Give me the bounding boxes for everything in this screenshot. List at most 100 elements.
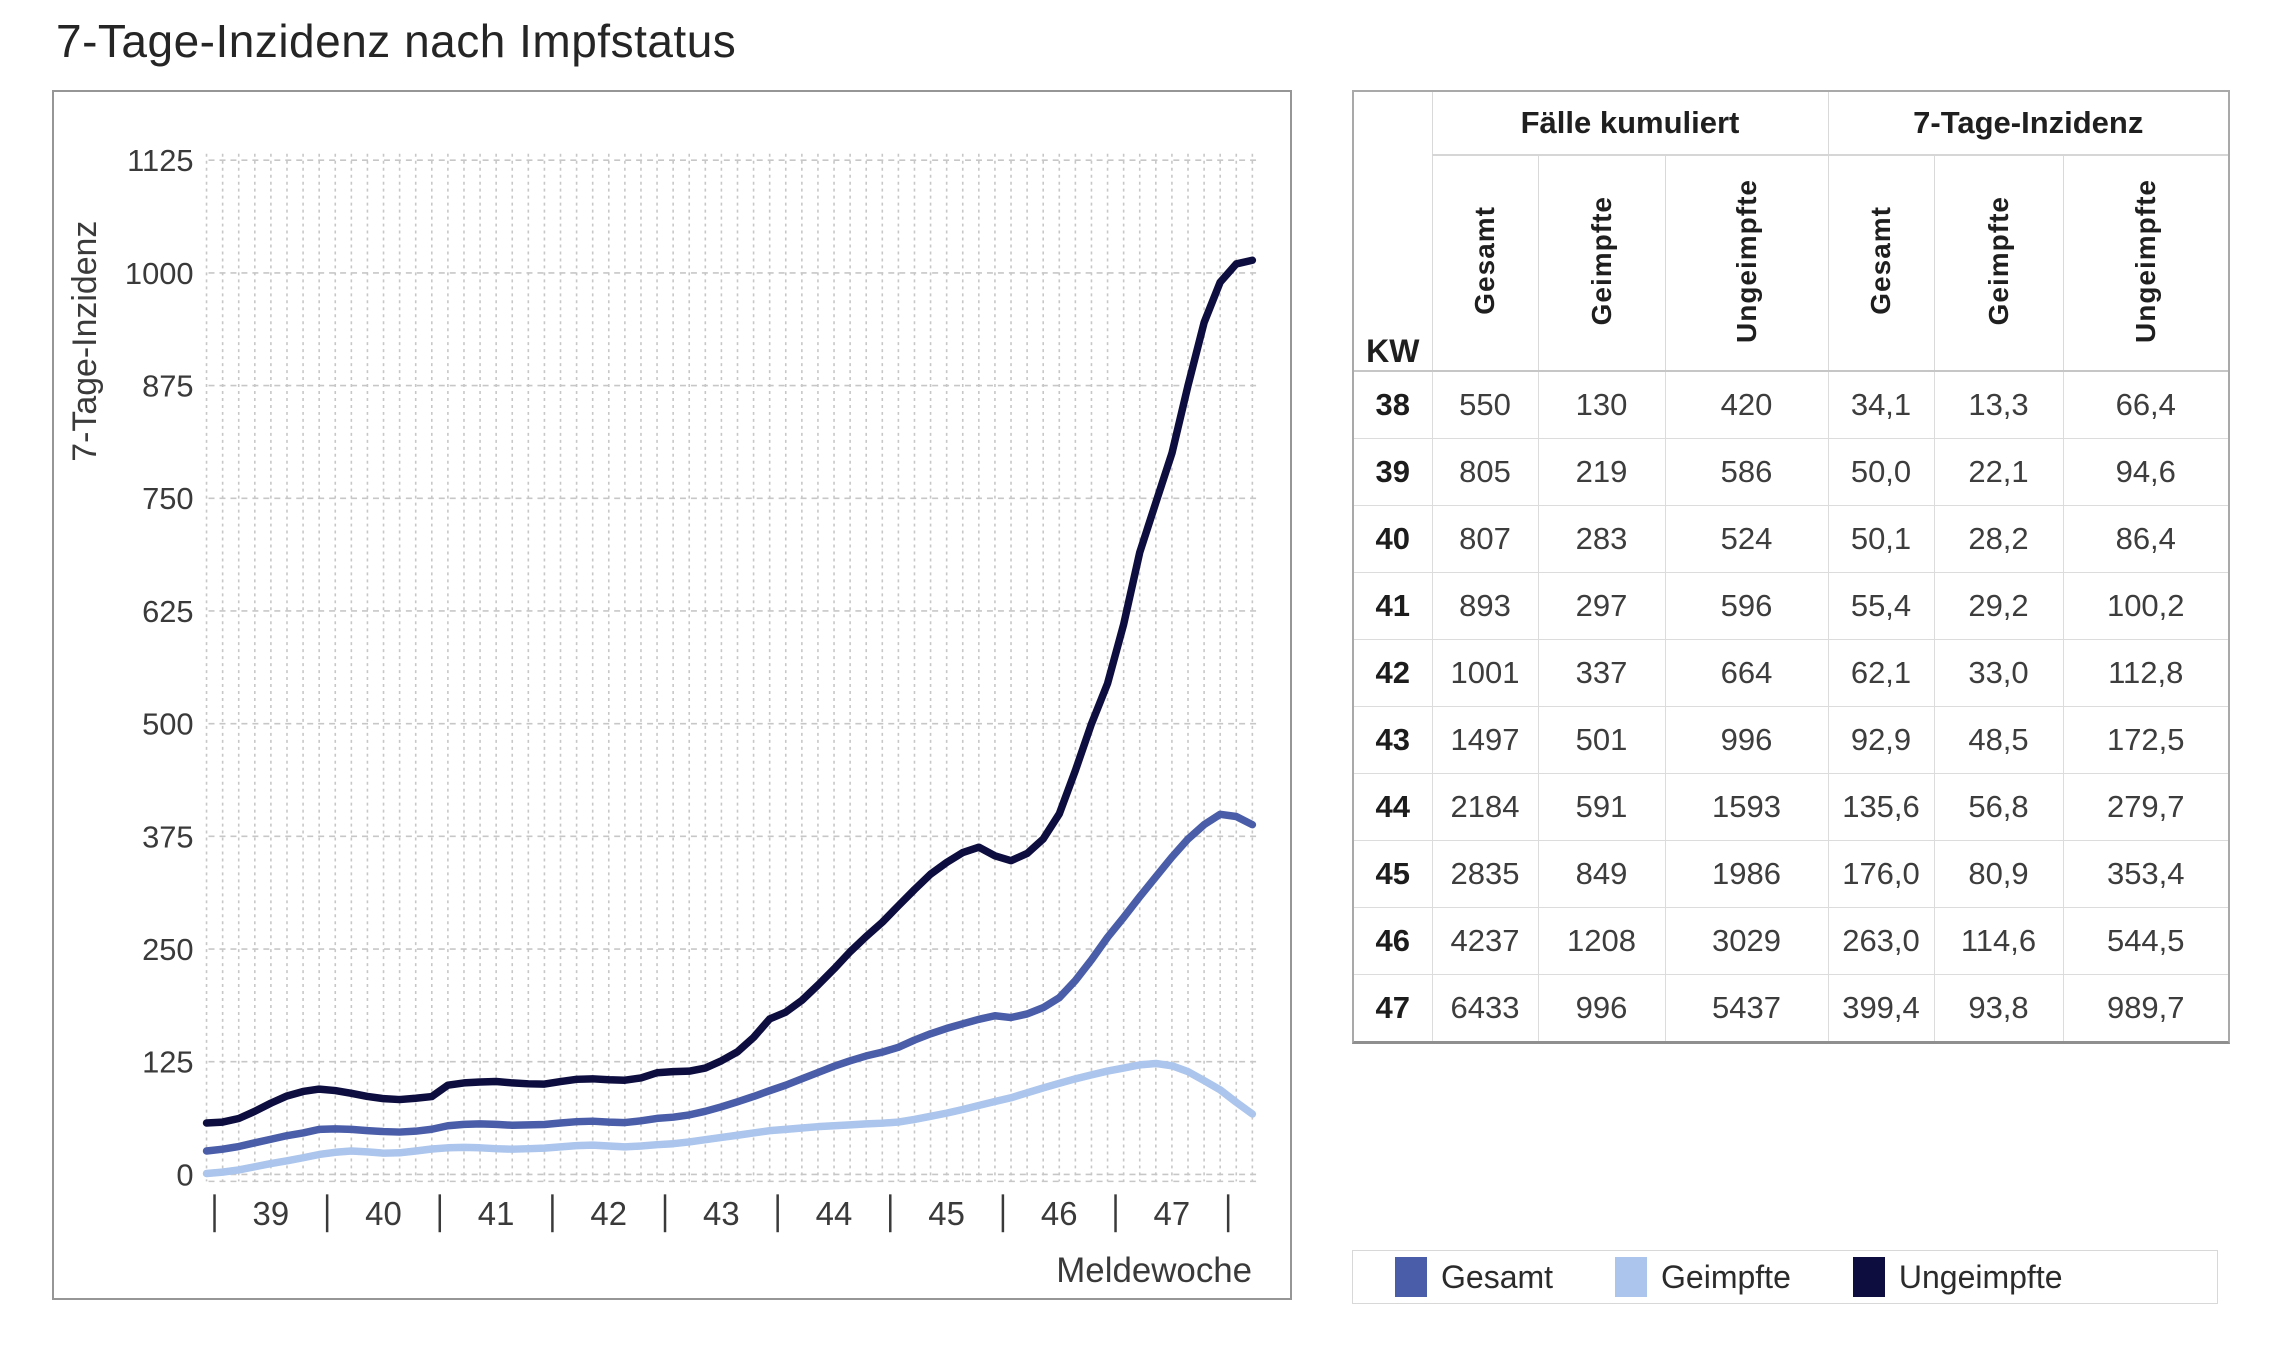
incidence-value-cell: 55,4 (1827, 571, 1934, 639)
cumulative-value-cell: 664 (1664, 638, 1828, 706)
x-tick-label: 44 (816, 1195, 853, 1232)
incidence-value-cell: 50,0 (1827, 437, 1934, 505)
incidence-value-cell: 92,9 (1827, 705, 1934, 773)
cumulative-value-cell: 1497 (1431, 705, 1538, 773)
sub-header-cum-geimpfte: Geimpfte (1537, 155, 1665, 372)
incidence-value-cell: 94,6 (2062, 437, 2228, 505)
y-tick-label: 1000 (125, 256, 194, 291)
table-group-header-row: KW Fälle kumuliert 7-Tage-Inzidenz (1354, 92, 2228, 372)
table-body: 38 550 130 420 34,1 13,3 66,4 39 805 219 586 50,0 22… (1354, 370, 2228, 1041)
incidence-value-cell: 263,0 (1827, 906, 1934, 974)
kw-column-header: KW (1354, 92, 1432, 372)
legend-item-geimpfte: Geimpfte (1615, 1257, 1791, 1297)
y-tick-label: 375 (142, 819, 194, 854)
x-tick-label: 43 (703, 1195, 740, 1232)
incidence-value-cell: 112,8 (2062, 638, 2228, 706)
table-row: 47 6433 996 5437 399,4 93,8 989,7 (1354, 973, 2228, 1041)
sub-header-cum-ungeimpfte: Ungeimpfte (1664, 155, 1828, 372)
sub-header-inc-geimpfte: Geimpfte (1933, 155, 2063, 372)
incidence-value-cell: 135,6 (1827, 772, 1934, 840)
incidence-value-cell: 279,7 (2062, 772, 2228, 840)
incidence-value-cell: 353,4 (2062, 839, 2228, 907)
table-row: 46 4237 1208 3029 263,0 114,6 544,5 (1354, 906, 2228, 974)
cumulative-value-cell: 5437 (1664, 973, 1828, 1041)
incidence-value-cell: 544,5 (2062, 906, 2228, 974)
cumulative-value-cell: 219 (1537, 437, 1665, 505)
cumulative-value-cell: 501 (1537, 705, 1665, 773)
incidence-value-cell: 172,5 (2062, 705, 2228, 773)
table-sub-header-row: Gesamt Geimpfte Ungeimpfte Gesamt Geimpf… (1354, 155, 2228, 372)
table-row: 42 1001 337 664 62,1 33,0 112,8 (1354, 638, 2228, 706)
legend-label: Geimpfte (1661, 1258, 1791, 1295)
legend-item-ungeimpfte: Ungeimpfte (1852, 1257, 2063, 1297)
legend-label: Gesamt (1441, 1258, 1554, 1295)
legend-swatch-icon (1395, 1257, 1427, 1297)
table-row: 40 807 283 524 50,1 28,2 86,4 (1354, 504, 2228, 572)
y-tick-label: 125 (142, 1045, 194, 1080)
cumulative-value-cell: 996 (1664, 705, 1828, 773)
cumulative-value-cell: 130 (1537, 370, 1665, 438)
kw-cell: 41 (1354, 571, 1432, 639)
x-tick-label: 41 (478, 1195, 515, 1232)
incidence-value-cell: 13,3 (1933, 370, 2063, 438)
cumulative-value-cell: 1986 (1664, 839, 1828, 907)
incidence-value-cell: 66,4 (2062, 370, 2228, 438)
kw-cell: 44 (1354, 772, 1432, 840)
cumulative-value-cell: 586 (1664, 437, 1828, 505)
cumulative-value-cell: 591 (1537, 772, 1665, 840)
cumulative-value-cell: 6433 (1431, 973, 1538, 1041)
legend-item-gesamt: Gesamt (1395, 1257, 1553, 1297)
y-tick-label: 625 (142, 594, 194, 629)
incidence-value-cell: 56,8 (1933, 772, 2063, 840)
incidence-value-cell: 93,8 (1933, 973, 2063, 1041)
data-table-panel: KW Fälle kumuliert 7-Tage-Inzidenz Gesam… (1352, 90, 2230, 1044)
cumulative-value-cell: 4237 (1431, 906, 1538, 974)
legend-swatch-icon (1615, 1257, 1648, 1297)
x-tick-label: 42 (590, 1195, 627, 1232)
cumulative-value-cell: 420 (1664, 370, 1828, 438)
series-line-ungeimpfte (202, 256, 1257, 1127)
legend-swatch-icon (1852, 1257, 1885, 1297)
kw-cell: 43 (1354, 705, 1432, 773)
chart-legend: Gesamt Geimpfte Ungeimpfte (1352, 1250, 2218, 1304)
x-tick-label: 47 (1154, 1195, 1191, 1232)
page-title: 7-Tage-Inzidenz nach Impfstatus (56, 15, 737, 67)
incidence-value-cell: 28,2 (1933, 504, 2063, 572)
cumulative-value-cell: 893 (1431, 571, 1538, 639)
cumulative-value-cell: 550 (1431, 370, 1538, 438)
x-tick-label: 46 (1041, 1195, 1078, 1232)
incidence-value-cell: 62,1 (1827, 638, 1934, 706)
sub-header-cum-gesamt: Gesamt (1431, 155, 1538, 372)
incidence-value-cell: 34,1 (1827, 370, 1934, 438)
y-tick-label: 500 (142, 707, 194, 742)
cumulative-value-cell: 596 (1664, 571, 1828, 639)
table-row: 43 1497 501 996 92,9 48,5 172,5 (1354, 705, 2228, 773)
incidence-value-cell: 22,1 (1933, 437, 2063, 505)
y-axis-title: 7-Tage-Inzidenz (66, 221, 104, 462)
kw-cell: 47 (1354, 973, 1432, 1041)
y-tick-label: 250 (142, 932, 194, 967)
incidence-value-cell: 29,2 (1933, 571, 2063, 639)
incidence-value-cell: 176,0 (1827, 839, 1934, 907)
cumulative-value-cell: 524 (1664, 504, 1828, 572)
incidence-value-cell: 80,9 (1933, 839, 2063, 907)
incidence-value-cell: 114,6 (1933, 906, 2063, 974)
series-line-gesamt (202, 810, 1257, 1155)
incidence-line-chart: 0 125 250 375 500 625 750 875 1000 1125 7-Tage-Inz… (66, 143, 1257, 1290)
incidence-table: KW Fälle kumuliert 7-Tage-Inzidenz Gesam… (1354, 92, 2228, 1041)
kw-cell: 40 (1354, 504, 1432, 572)
cumulative-value-cell: 337 (1537, 638, 1665, 706)
legend-label: Ungeimpfte (1898, 1258, 2063, 1295)
group-header-cumulative-cases: Fälle kumuliert (1431, 92, 1828, 156)
cumulative-value-cell: 2835 (1431, 839, 1538, 907)
incidence-value-cell: 33,0 (1933, 638, 2063, 706)
incidence-value-cell: 86,4 (2062, 504, 2228, 572)
incidence-value-cell: 399,4 (1827, 973, 1934, 1041)
cumulative-value-cell: 2184 (1431, 772, 1538, 840)
incidence-line-chart-panel: 0 125 250 375 500 625 750 875 1000 1125 7-Tage-Inz… (52, 90, 1292, 1300)
table-row: 39 805 219 586 50,0 22,1 94,6 (1354, 437, 2228, 505)
cumulative-value-cell: 1001 (1431, 638, 1538, 706)
cumulative-value-cell: 996 (1537, 973, 1665, 1041)
x-axis-title: Meldewoche (1056, 1251, 1252, 1290)
x-tick-label: 40 (365, 1195, 402, 1232)
